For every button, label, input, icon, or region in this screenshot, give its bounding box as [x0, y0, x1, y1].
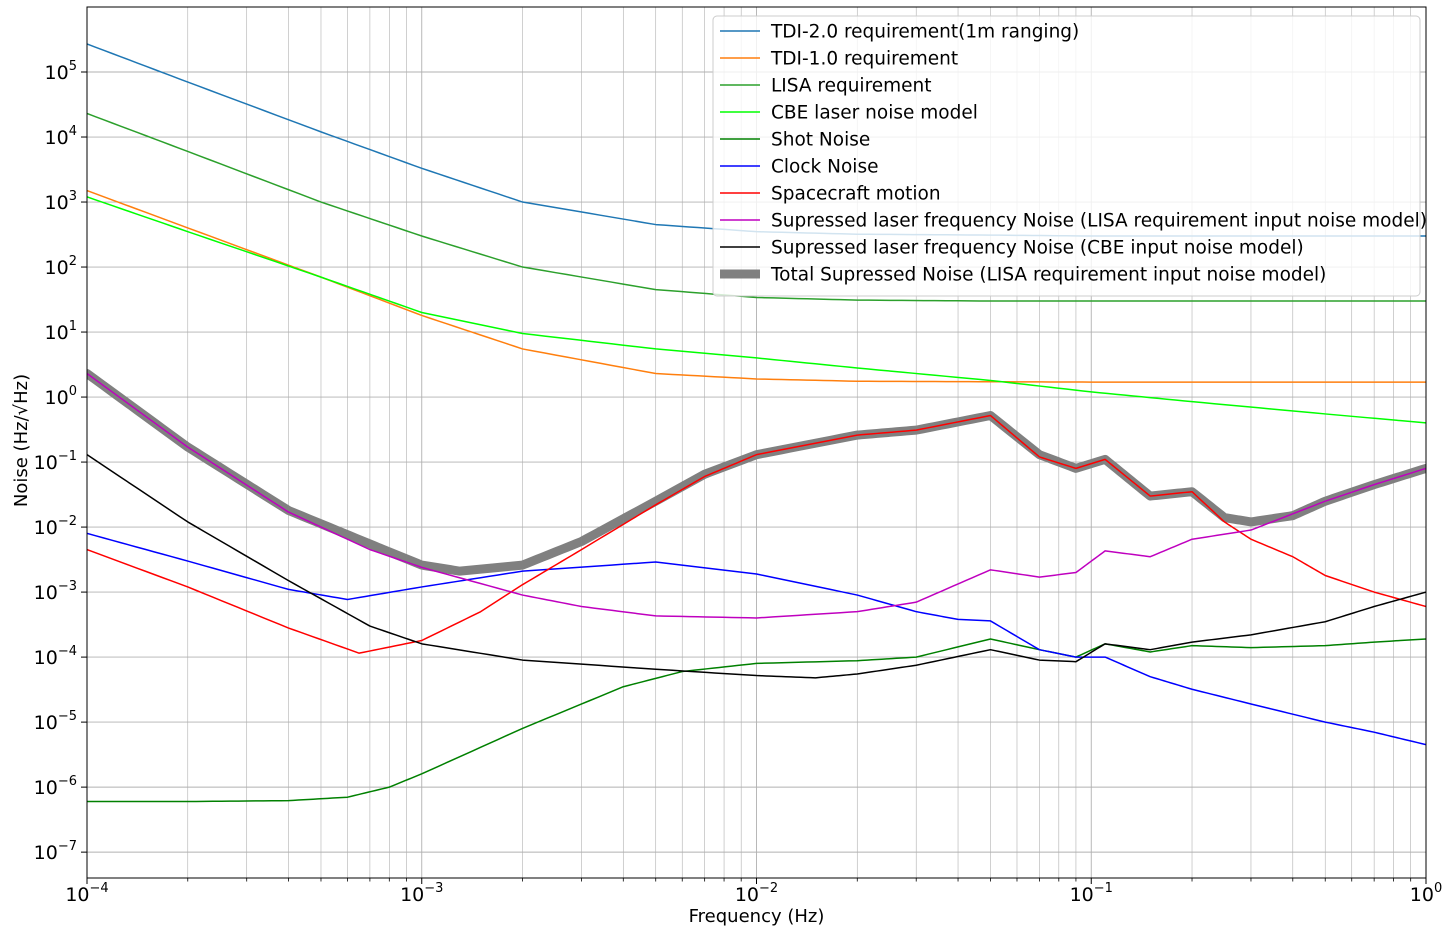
y-tick-base: 10: [45, 257, 69, 279]
y-tick-base: 10: [45, 127, 69, 149]
y-tick-label: 104: [45, 124, 77, 149]
legend-entry: CBE laser noise model: [720, 103, 978, 124]
x-tick-label: 10−2: [735, 881, 778, 906]
x-tick-exp: −1: [1094, 881, 1113, 896]
y-tick-label: 101: [45, 319, 77, 344]
y-tick-base: 10: [34, 647, 58, 669]
y-tick-label: 10−6: [34, 774, 77, 799]
legend-entry: Spacecraft motion: [720, 184, 941, 205]
y-tick-exp: −1: [58, 449, 77, 464]
x-tick-exp: −3: [424, 881, 443, 896]
legend-label: LISA requirement: [771, 76, 932, 97]
y-tick-exp: −4: [58, 644, 77, 659]
x-tick-base: 10: [735, 884, 759, 906]
axis-ticks: 10−4 10−3 10−2 10−1 10010−710−610−510−410−31…: [34, 59, 1443, 906]
y-tick-exp: −3: [58, 579, 77, 594]
legend-label: Supressed laser frequency Noise (CBE inp…: [771, 238, 1304, 259]
y-tick-exp: 3: [69, 189, 77, 204]
x-tick-exp: 0: [1434, 881, 1442, 896]
y-tick-exp: 4: [69, 124, 77, 139]
y-tick-label: 10−7: [34, 839, 77, 864]
y-axis-label: Noise (Hz/√Hz): [11, 374, 32, 507]
series-line-6: [87, 414, 1426, 654]
y-tick-base: 10: [34, 582, 58, 604]
legend-entry: Supressed laser frequency Noise (CBE inp…: [720, 238, 1304, 259]
legend-label: Total Supressed Noise (LISA requirement …: [770, 265, 1326, 286]
legend-label: Shot Noise: [771, 130, 870, 151]
series-line-2: [87, 112, 1426, 302]
legend-entry: TDI-1.0 requirement: [720, 49, 958, 70]
x-tick-base: 10: [1410, 884, 1434, 906]
y-tick-exp: 1: [69, 319, 77, 334]
y-tick-exp: −2: [58, 514, 77, 529]
legend-label: TDI-2.0 requirement(1m ranging): [770, 22, 1079, 43]
series-line-7: [87, 372, 1426, 619]
x-tick-exp: −4: [90, 881, 109, 896]
series-line-4: [87, 638, 1426, 803]
legend-label: CBE laser noise model: [771, 103, 978, 124]
series-line-5: [87, 532, 1426, 746]
legend-box: [712, 15, 1421, 297]
legend-entry: LISA requirement: [720, 76, 932, 97]
x-tick-base: 10: [1070, 884, 1094, 906]
y-tick-label: 10−2: [34, 514, 77, 539]
y-tick-base: 10: [34, 712, 58, 734]
y-tick-base: 10: [45, 322, 69, 344]
legend-entry: Supressed laser frequency Noise (LISA re…: [720, 211, 1427, 232]
y-tick-exp: −6: [58, 774, 77, 789]
y-tick-base: 10: [45, 62, 69, 84]
legend-entry: Total Supressed Noise (LISA requirement …: [720, 265, 1326, 286]
y-tick-label: 105: [45, 59, 77, 84]
y-tick-base: 10: [45, 387, 69, 409]
legend-entry: Clock Noise: [720, 157, 878, 178]
legend-entry: Shot Noise: [720, 130, 870, 151]
y-tick-exp: −5: [58, 709, 77, 724]
y-tick-label: 10−5: [34, 709, 77, 734]
y-tick-label: 100: [45, 384, 77, 409]
y-tick-base: 10: [34, 517, 58, 539]
x-tick-base: 10: [400, 884, 424, 906]
x-tick-label: 10−3: [400, 881, 443, 906]
series-line-8: [87, 453, 1426, 679]
legend-label: Spacecraft motion: [771, 184, 941, 205]
x-axis-label: Frequency (Hz): [689, 906, 825, 927]
x-tick-label: 100: [1410, 881, 1442, 906]
y-tick-base: 10: [34, 842, 58, 864]
legend-label: Clock Noise: [771, 157, 878, 178]
y-tick-label: 10−4: [34, 644, 77, 669]
x-tick-exp: −2: [759, 881, 778, 896]
y-tick-label: 102: [45, 254, 77, 279]
y-tick-label: 10−3: [34, 579, 77, 604]
legend-label: TDI-1.0 requirement: [770, 49, 958, 70]
y-tick-label: 103: [45, 189, 77, 214]
legend-entry: TDI-2.0 requirement(1m ranging): [720, 22, 1079, 43]
y-tick-exp: −7: [58, 839, 77, 854]
y-tick-exp: 2: [69, 254, 77, 269]
x-tick-base: 10: [65, 884, 89, 906]
y-tick-exp: 5: [69, 59, 77, 74]
legend: TDI-2.0 requirement(1m ranging) TDI-1.0 r…: [712, 15, 1427, 297]
y-tick-label: 10−1: [34, 449, 77, 474]
y-tick-base: 10: [34, 452, 58, 474]
x-tick-label: 10−1: [1070, 881, 1113, 906]
y-tick-base: 10: [45, 192, 69, 214]
legend-label: Supressed laser frequency Noise (LISA re…: [771, 211, 1427, 232]
series-line-3: [87, 196, 1426, 424]
y-tick-base: 10: [34, 777, 58, 799]
x-tick-label: 10−4: [65, 881, 108, 906]
y-tick-exp: 0: [69, 384, 77, 399]
